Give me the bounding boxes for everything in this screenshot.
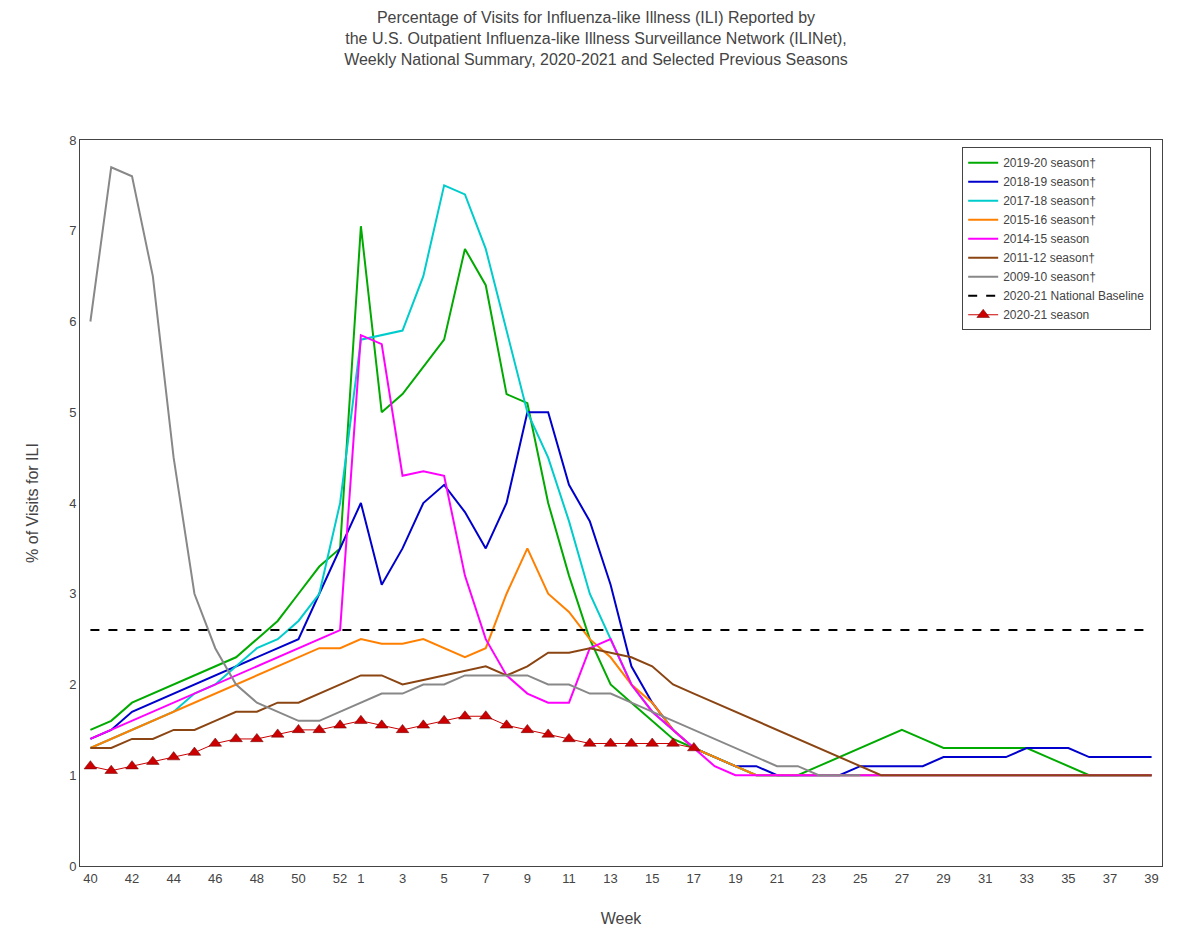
svg-text:17: 17 [687, 871, 701, 886]
svg-text:21: 21 [770, 871, 784, 886]
svg-text:23: 23 [811, 871, 825, 886]
svg-text:2011-12 season†: 2011-12 season† [1003, 251, 1095, 265]
svg-text:6: 6 [69, 314, 76, 329]
svg-text:5: 5 [69, 405, 76, 420]
svg-text:46: 46 [208, 871, 222, 886]
svg-text:2014-15 season: 2014-15 season [1003, 232, 1089, 246]
svg-text:52: 52 [333, 871, 347, 886]
svg-text:% of Visits for ILI: % of Visits for ILI [24, 443, 41, 563]
svg-text:50: 50 [291, 871, 305, 886]
svg-text:15: 15 [645, 871, 659, 886]
svg-text:3: 3 [399, 871, 406, 886]
svg-text:1: 1 [69, 768, 76, 783]
svg-text:27: 27 [895, 871, 909, 886]
svg-text:8: 8 [69, 133, 76, 148]
svg-text:7: 7 [69, 223, 76, 238]
svg-text:19: 19 [728, 871, 742, 886]
svg-text:7: 7 [482, 871, 489, 886]
svg-text:44: 44 [166, 871, 180, 886]
svg-text:29: 29 [936, 871, 950, 886]
svg-text:1: 1 [357, 871, 364, 886]
svg-text:9: 9 [524, 871, 531, 886]
svg-text:13: 13 [603, 871, 617, 886]
svg-text:35: 35 [1061, 871, 1075, 886]
svg-text:2020-21 National Baseline: 2020-21 National Baseline [1003, 289, 1144, 303]
svg-text:2015-16 season†: 2015-16 season† [1003, 213, 1096, 227]
svg-text:4: 4 [69, 496, 76, 511]
svg-text:11: 11 [562, 871, 576, 886]
svg-text:0: 0 [69, 859, 76, 874]
svg-text:2018-19 season†: 2018-19 season† [1003, 175, 1096, 189]
svg-text:2017-18 season†: 2017-18 season† [1003, 194, 1096, 208]
svg-text:25: 25 [853, 871, 867, 886]
svg-text:2: 2 [69, 677, 76, 692]
svg-text:2009-10 season†: 2009-10 season† [1003, 270, 1096, 284]
svg-text:31: 31 [978, 871, 992, 886]
svg-text:40: 40 [83, 871, 97, 886]
svg-text:37: 37 [1103, 871, 1117, 886]
svg-text:33: 33 [1020, 871, 1034, 886]
svg-text:Week: Week [601, 910, 643, 927]
svg-text:39: 39 [1144, 871, 1158, 886]
svg-text:42: 42 [125, 871, 139, 886]
svg-text:Percentage of Visits for Influ: Percentage of Visits for Influenza-like … [344, 9, 848, 68]
svg-text:5: 5 [441, 871, 448, 886]
svg-text:3: 3 [69, 586, 76, 601]
svg-text:2019-20 season†: 2019-20 season† [1003, 156, 1096, 170]
svg-text:48: 48 [250, 871, 264, 886]
svg-text:2020-21 season: 2020-21 season [1003, 308, 1089, 322]
